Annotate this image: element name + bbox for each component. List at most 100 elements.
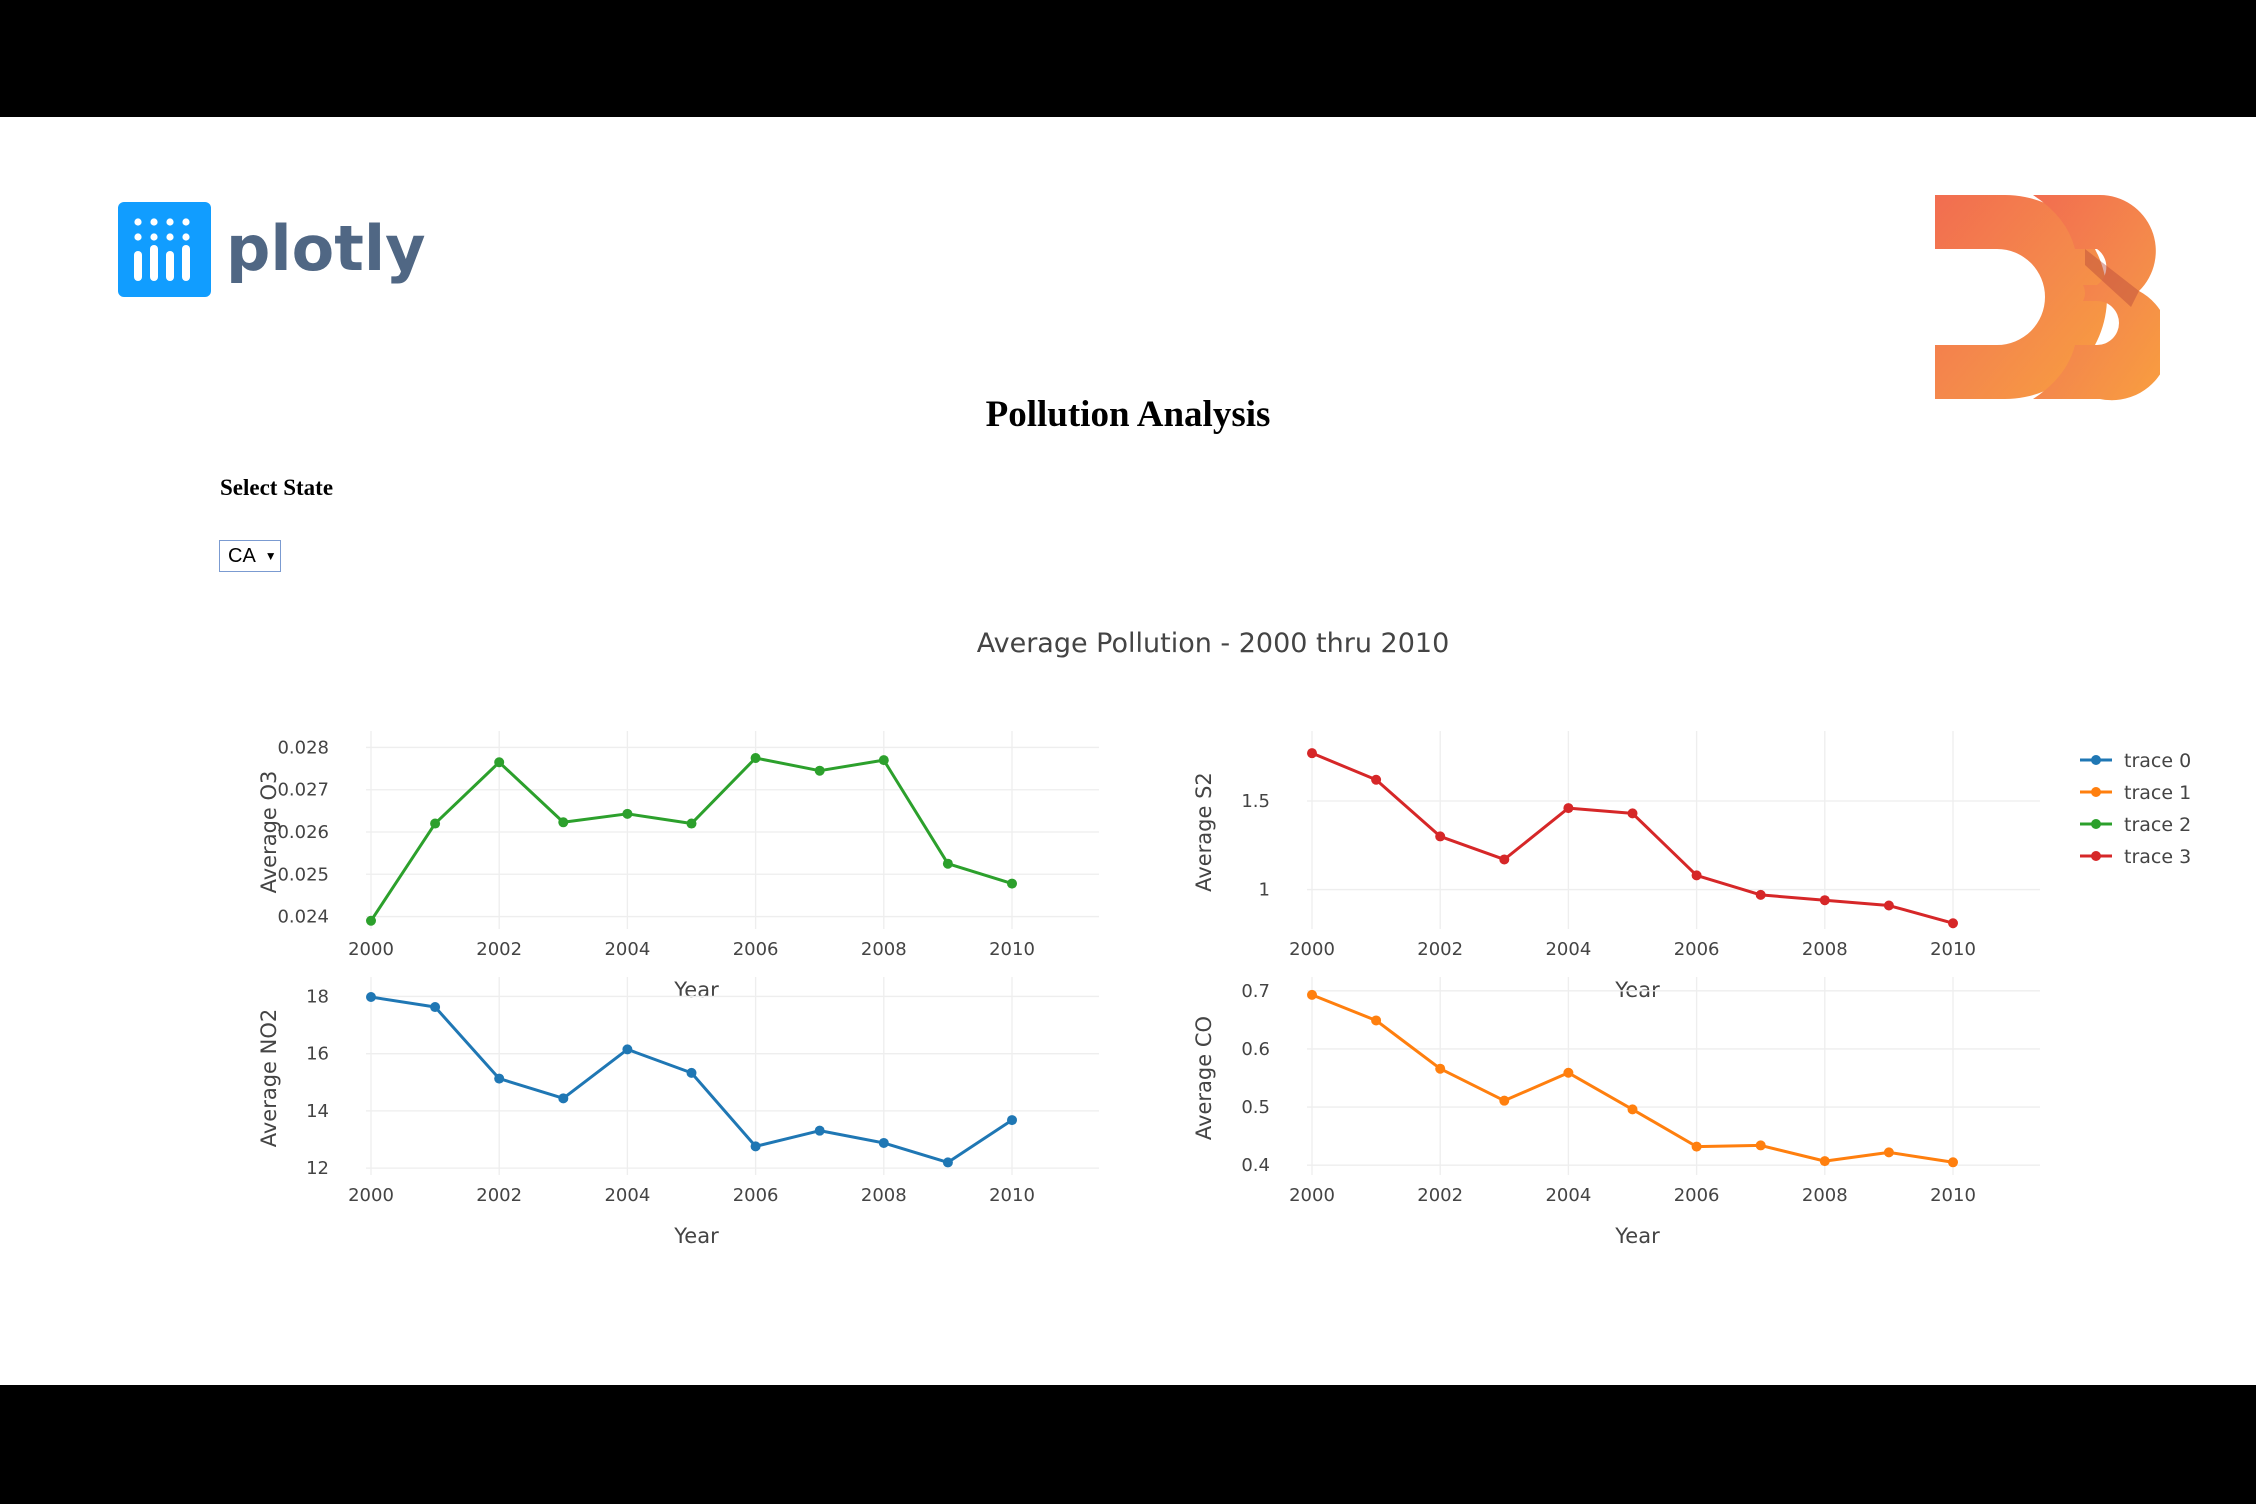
series-line-trace-2[interactable] (369, 756, 1013, 922)
page-title: Pollution Analysis (985, 394, 1271, 435)
pollution-chart: Average Pollution - 2000 thru 2010 0.024… (257, 628, 2191, 1248)
y-axis-title: Average CO (1192, 1016, 1216, 1140)
x-tick-label: 2008 (861, 939, 907, 960)
x-tick-label: 2006 (1674, 939, 1720, 960)
data-point[interactable] (1948, 1157, 1958, 1168)
data-point[interactable] (366, 915, 376, 926)
series-line-trace-1[interactable] (1311, 993, 1954, 1164)
data-point[interactable] (1499, 854, 1510, 865)
data-point[interactable] (1627, 1104, 1638, 1115)
x-tick-label: 2008 (861, 1185, 907, 1206)
y-axis-title: Average O3 (257, 771, 281, 894)
legend-item-trace-1[interactable]: trace 1 (2080, 782, 2191, 804)
data-point[interactable] (814, 1125, 825, 1136)
data-point[interactable] (686, 818, 697, 829)
x-tick-label: 2004 (604, 939, 650, 960)
y-tick-label: 1 (1259, 880, 1270, 901)
legend-item-trace-2[interactable]: trace 2 (2080, 814, 2191, 836)
data-point[interactable] (1691, 870, 1702, 881)
data-point[interactable] (1755, 889, 1766, 900)
data-point[interactable] (1307, 989, 1317, 1000)
subplot-top-left: 0.024 0.025 0.026 0.027 0.028 2000 2002 2004 200… (257, 731, 1099, 1002)
data-point[interactable] (1819, 1156, 1830, 1167)
x-tick-label: 2004 (1545, 1185, 1591, 1206)
data-point[interactable] (430, 1002, 441, 1013)
y-tick-label: 0.024 (277, 907, 329, 928)
x-tick-label: 2002 (476, 939, 522, 960)
legend-swatch-marker (2091, 787, 2101, 797)
legend-item-trace-0[interactable]: trace 0 (2080, 750, 2191, 772)
data-point[interactable] (750, 753, 761, 764)
legend-swatch-marker (2091, 819, 2101, 829)
y-tick-label: 0.025 (277, 864, 329, 885)
y-tick-label: 0.4 (1241, 1155, 1270, 1176)
y-tick-label: 0.7 (1241, 981, 1270, 1002)
data-point[interactable] (494, 1073, 505, 1084)
legend-item-trace-3[interactable]: trace 3 (2080, 846, 2191, 868)
data-point[interactable] (1883, 900, 1894, 911)
chart-legend[interactable]: trace 0 trace 1 trace 2 trace 3 (2080, 750, 2191, 868)
plotly-logo-text: plotly (226, 212, 426, 285)
series-line-trace-3[interactable] (1311, 751, 1954, 925)
x-axis-title: Year (673, 1224, 719, 1248)
x-tick-label: 2008 (1802, 1185, 1848, 1206)
data-point[interactable] (942, 1157, 953, 1168)
data-point[interactable] (1883, 1147, 1894, 1158)
x-axis-title: Year (1614, 1224, 1660, 1248)
data-point[interactable] (878, 1137, 889, 1148)
data-point[interactable] (878, 755, 889, 766)
data-point[interactable] (622, 1044, 633, 1055)
y-axis-title: Average S2 (1192, 772, 1216, 892)
x-tick-label: 2000 (348, 939, 394, 960)
data-point[interactable] (1627, 808, 1638, 819)
data-point[interactable] (1563, 1067, 1574, 1078)
data-point[interactable] (1948, 918, 1958, 929)
data-point[interactable] (558, 817, 569, 828)
x-axis-title: Year (1614, 978, 1660, 1002)
x-axis-title: Year (673, 978, 719, 1002)
d3-logo (1935, 195, 2170, 403)
x-tick-label: 2010 (1930, 939, 1976, 960)
y-tick-label: 16 (306, 1044, 329, 1065)
data-point[interactable] (1691, 1141, 1702, 1152)
x-tick-label: 2004 (604, 1185, 650, 1206)
data-point[interactable] (750, 1141, 761, 1152)
data-point[interactable] (430, 818, 441, 829)
state-select-value: CA (228, 544, 256, 567)
data-point[interactable] (1371, 1015, 1382, 1026)
data-point[interactable] (494, 757, 505, 768)
data-point[interactable] (814, 765, 825, 776)
select-state-label: Select State (220, 475, 334, 500)
state-select-dropdown[interactable]: CA ▼ (219, 540, 281, 572)
data-point[interactable] (366, 992, 376, 1003)
y-tick-label: 0.027 (277, 780, 329, 801)
data-point[interactable] (1007, 1115, 1017, 1126)
data-point[interactable] (686, 1067, 697, 1078)
data-point[interactable] (942, 858, 953, 869)
data-point[interactable] (1755, 1140, 1766, 1151)
subplot-bottom-left: 12 14 16 18 2000 2002 2004 2006 2008 2010 Year Aver… (257, 977, 1099, 1248)
x-tick-label: 2000 (348, 1185, 394, 1206)
series-line-trace-0[interactable] (370, 995, 1013, 1164)
data-point[interactable] (1307, 748, 1317, 759)
plotly-logo: plotly (118, 202, 438, 298)
x-tick-label: 2002 (1417, 939, 1463, 960)
data-point[interactable] (1435, 1063, 1446, 1074)
legend-swatch-marker (2091, 851, 2101, 861)
data-point[interactable] (1435, 831, 1446, 842)
y-tick-label: 0.028 (277, 737, 329, 758)
data-point[interactable] (1499, 1095, 1510, 1106)
y-tick-label: 1.5 (1241, 791, 1270, 812)
data-point[interactable] (1819, 895, 1830, 906)
data-point[interactable] (1371, 774, 1382, 785)
subplot-top-right: 1 1.5 2000 2002 2004 2006 2008 2010 Year Average … (1192, 731, 2040, 1002)
legend-label: trace 1 (2124, 782, 2191, 804)
data-point[interactable] (1007, 878, 1017, 889)
data-point[interactable] (622, 808, 633, 819)
data-point[interactable] (1563, 803, 1574, 814)
x-tick-label: 2010 (989, 939, 1035, 960)
x-tick-label: 2006 (733, 1185, 779, 1206)
x-tick-label: 2000 (1289, 1185, 1335, 1206)
data-point[interactable] (558, 1093, 569, 1104)
x-tick-label: 2010 (989, 1185, 1035, 1206)
